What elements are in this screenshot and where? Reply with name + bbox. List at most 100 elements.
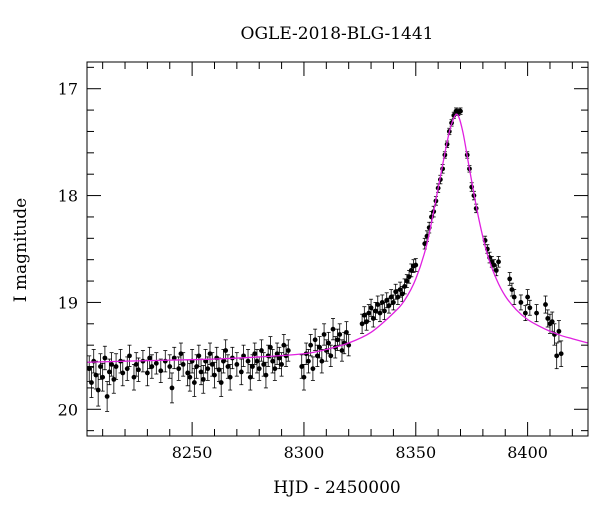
data-point [144, 370, 150, 376]
data-point [404, 278, 410, 284]
data-point [261, 362, 267, 367]
data-point [361, 312, 367, 318]
data-point [176, 366, 182, 372]
data-point [285, 348, 291, 353]
data-point [377, 310, 383, 316]
data-point [169, 385, 175, 391]
data-point [375, 302, 381, 307]
data-point [131, 374, 137, 380]
plot-frame [86, 61, 589, 437]
data-point [111, 376, 117, 382]
data-point [221, 358, 226, 364]
data-point [162, 358, 168, 364]
data-point [216, 367, 222, 373]
data-point [270, 358, 276, 364]
data-point [368, 305, 374, 311]
x-tick-label: 8400 [507, 443, 548, 462]
data-point [314, 353, 320, 359]
data-point [241, 353, 246, 359]
data-point [330, 326, 336, 332]
data-point [388, 294, 394, 300]
model-curve [87, 113, 588, 363]
x-tick-label: 8350 [395, 443, 436, 462]
data-point [545, 316, 551, 321]
data-point [458, 108, 463, 114]
series-0 [87, 107, 564, 412]
data-point [321, 332, 327, 337]
data-point [227, 374, 233, 380]
data-point [337, 332, 343, 337]
data-point [259, 348, 264, 353]
x-axis-label: HJD - 2450000 [273, 478, 401, 498]
data-point [212, 372, 217, 378]
chart-title: OGLE-2018-BLG-1441 [241, 24, 434, 44]
data-point [326, 340, 331, 346]
data-point [373, 308, 378, 314]
data-point [194, 364, 199, 369]
data-point [493, 267, 499, 273]
data-point [413, 262, 419, 268]
data-point [384, 297, 390, 303]
data-point [254, 358, 260, 364]
data-point [98, 364, 103, 369]
data-point [556, 328, 562, 334]
data-point [247, 374, 253, 380]
data-point [218, 380, 224, 385]
data-point [366, 310, 372, 316]
data-point [263, 372, 269, 378]
x-tick-label: 8250 [172, 443, 213, 462]
data-point [306, 358, 311, 364]
data-point [153, 360, 159, 366]
data-point [113, 364, 119, 369]
data-point [185, 370, 191, 376]
data-point [406, 274, 412, 280]
data-point [549, 319, 555, 325]
data-point [198, 369, 204, 375]
data-point [274, 351, 280, 357]
x-tick-label: 8300 [284, 443, 325, 462]
data-point [364, 319, 369, 325]
data-point [276, 355, 282, 361]
data-point [223, 348, 229, 353]
data-point [104, 394, 110, 399]
data-point [100, 374, 106, 380]
y-tick-label: 20 [58, 400, 78, 419]
data-point [136, 367, 141, 373]
data-point [308, 342, 314, 348]
data-point [525, 294, 531, 300]
data-point [234, 362, 240, 367]
data-point [180, 362, 186, 367]
data-point [328, 353, 334, 359]
data-point [335, 337, 340, 343]
data-point [102, 355, 108, 361]
data-point [256, 366, 262, 372]
data-point [408, 267, 414, 273]
data-point [299, 364, 305, 369]
data-point [496, 259, 501, 265]
data-point [379, 300, 385, 305]
data-point [89, 380, 94, 385]
data-point [133, 362, 139, 367]
data-point [359, 321, 365, 327]
data-point [339, 348, 345, 353]
data-point [252, 351, 258, 357]
data-point [268, 344, 273, 350]
data-point [225, 364, 231, 369]
data-point [370, 316, 376, 321]
data-point [207, 351, 213, 357]
data-point [554, 353, 560, 359]
data-point [522, 310, 528, 316]
data-point [397, 287, 403, 293]
data-point [402, 284, 407, 289]
data-point [95, 387, 101, 393]
data-point [511, 294, 517, 300]
data-point [317, 344, 323, 350]
data-point [518, 300, 524, 305]
data-point [509, 287, 515, 293]
data-point [196, 353, 202, 359]
data-point [558, 351, 564, 357]
data-point [147, 355, 153, 361]
data-point [167, 364, 173, 369]
data-point [393, 289, 399, 295]
data-point [386, 303, 392, 309]
